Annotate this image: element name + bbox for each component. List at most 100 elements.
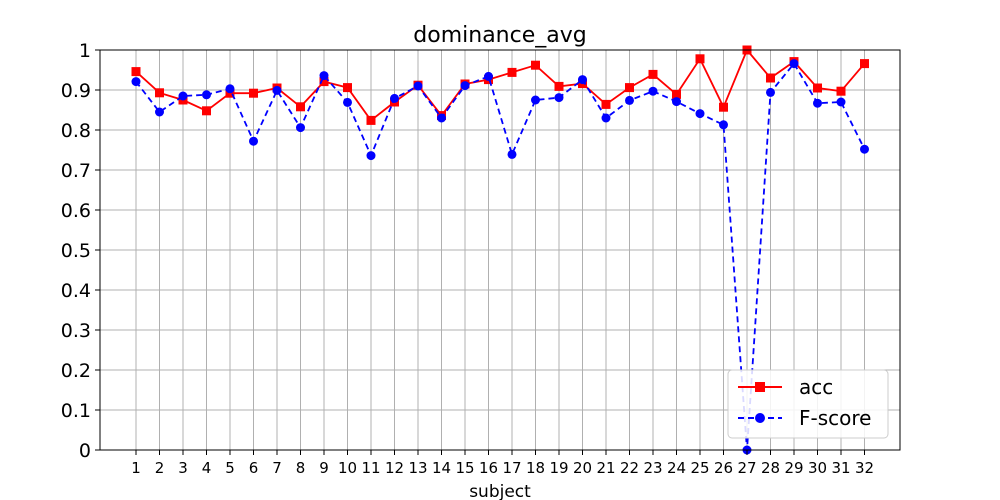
data-point [578, 75, 587, 85]
x-tick-label: 13 [408, 459, 427, 477]
x-tick-label: 27 [737, 459, 756, 477]
x-tick-label: 5 [225, 459, 235, 477]
y-tick-label: 0.9 [61, 80, 91, 102]
x-tick-label: 29 [784, 459, 803, 477]
data-point [789, 59, 799, 69]
data-point [131, 67, 141, 77]
x-tick-label: 18 [526, 459, 545, 477]
x-tick-label: 32 [855, 459, 874, 477]
data-point [695, 109, 705, 119]
data-point [296, 102, 305, 112]
y-axis: 0 0.1 0.2 0.3 0.4 0.5 0.6 0.7 0.8 0.9 1 [61, 40, 100, 462]
y-tick-label: 0.3 [61, 320, 91, 342]
data-point [507, 67, 517, 77]
x-tick-label: 24 [667, 459, 686, 477]
chart-title: dominance_avg [413, 23, 586, 48]
data-point [413, 81, 423, 91]
legend-label-fscore: F-score [799, 406, 871, 430]
x-tick-label: 31 [831, 459, 850, 477]
x-tick-label: 6 [249, 459, 259, 477]
y-tick-label: 0.4 [61, 280, 91, 302]
data-point [836, 86, 846, 96]
x-tick-label: 1 [131, 459, 141, 477]
y-tick-label: 0.8 [61, 120, 91, 142]
data-point [766, 73, 775, 83]
data-point [296, 123, 305, 133]
x-tick-label: 23 [643, 459, 662, 477]
series-f-score [131, 59, 869, 455]
y-tick-label: 0.5 [61, 240, 91, 262]
x-tick-label: 8 [296, 459, 306, 477]
data-point [155, 88, 164, 98]
data-point [343, 97, 352, 107]
legend: acc F-score [727, 369, 889, 439]
data-point [202, 106, 211, 116]
y-tick-label: 0.1 [61, 400, 91, 422]
x-tick-label: 25 [690, 459, 709, 477]
data-point [625, 95, 634, 105]
data-point [813, 98, 822, 108]
y-tick-label: 0 [79, 440, 91, 462]
x-tick-label: 26 [714, 459, 733, 477]
data-point [249, 136, 258, 146]
data-point [437, 113, 446, 123]
data-point [672, 97, 681, 107]
data-point [390, 93, 399, 103]
x-tick-label: 17 [502, 459, 521, 477]
data-point [719, 120, 728, 130]
legend-marker-acc [755, 382, 765, 392]
data-point [249, 88, 258, 98]
x-tick-label: 4 [202, 459, 212, 477]
data-point [648, 69, 658, 79]
x-tick-label: 3 [178, 459, 188, 477]
data-point [319, 77, 329, 87]
data-point [460, 81, 470, 91]
data-point [719, 102, 728, 112]
y-tick-label: 1 [79, 40, 91, 62]
data-point [836, 97, 846, 107]
data-point [319, 71, 329, 81]
data-point [131, 77, 141, 87]
data-point [484, 71, 493, 81]
x-tick-label: 11 [361, 459, 380, 477]
data-point [625, 83, 634, 93]
x-tick-label: 19 [549, 459, 568, 477]
x-axis-label: subject [469, 482, 531, 500]
data-point [601, 99, 611, 109]
y-tick-label: 0.6 [61, 200, 91, 222]
x-tick-label: 7 [272, 459, 282, 477]
data-point [554, 81, 564, 91]
data-point [225, 84, 235, 94]
data-point [554, 93, 564, 103]
series-line [135, 48, 866, 122]
y-tick-label: 0.7 [61, 160, 91, 182]
data-point [202, 90, 211, 100]
x-tick-label: 20 [573, 459, 592, 477]
data-point [648, 86, 658, 96]
data-point [178, 91, 188, 101]
data-point [672, 89, 681, 99]
x-tick-label: 9 [319, 459, 329, 477]
data-point [531, 60, 540, 70]
x-tick-label: 28 [761, 459, 780, 477]
x-tick-label: 2 [155, 459, 165, 477]
x-tick-label: 22 [620, 459, 639, 477]
data-point [695, 54, 705, 64]
data-point [366, 115, 376, 125]
legend-marker-fscore [755, 413, 765, 423]
x-tick-label: 15 [455, 459, 474, 477]
x-tick-label: 14 [432, 459, 451, 477]
data-point [531, 95, 540, 105]
data-point [343, 83, 352, 93]
data-point [272, 85, 282, 95]
x-tick-label: 21 [596, 459, 615, 477]
data-point [507, 149, 517, 159]
y-tick-label: 0.2 [61, 360, 91, 382]
x-tick-label: 16 [479, 459, 498, 477]
x-tick-label: 12 [385, 459, 404, 477]
data-point [766, 87, 775, 97]
data-point [601, 113, 611, 123]
x-tick-label: 30 [808, 459, 827, 477]
data-point [366, 151, 376, 161]
